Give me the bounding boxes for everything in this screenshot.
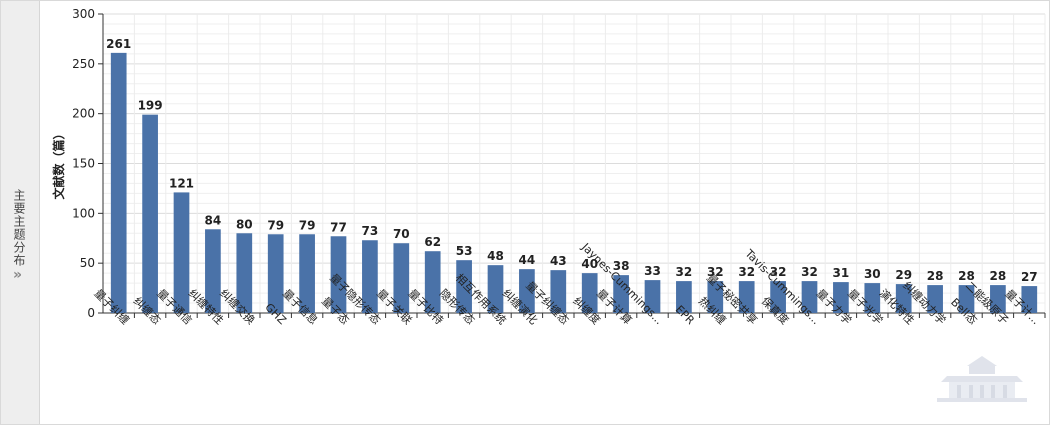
side-panel-toggle[interactable]: 主要主题分布 » [1, 1, 40, 424]
bar-value-label: 27 [1021, 270, 1038, 284]
bar[interactable] [456, 260, 472, 313]
bar[interactable] [801, 281, 818, 313]
bar[interactable] [424, 251, 441, 313]
y-axis-label: 文献数（篇） [51, 127, 66, 199]
bar-value-label: 32 [707, 265, 724, 279]
bar-value-label: 48 [487, 249, 504, 263]
bar-value-label: 32 [770, 265, 787, 279]
bar[interactable] [267, 234, 284, 313]
bar[interactable] [487, 265, 504, 313]
bar-value-label: 44 [519, 253, 536, 267]
bar[interactable] [927, 285, 943, 313]
chart-svg: 0 50 100 150 200 250 300 261 199 121 84 80 79 79 77 73… [51, 7, 1046, 328]
bar-value-label: 28 [958, 269, 975, 283]
value-labels: 261 199 121 84 80 79 79 77 73 70 62 53 48 44 43 40 38 33 3… [106, 37, 1037, 284]
bar-value-label: 30 [864, 267, 881, 281]
bar-value-label: 32 [801, 265, 818, 279]
bar[interactable] [142, 114, 158, 313]
bar[interactable] [958, 285, 975, 313]
bar[interactable] [738, 281, 755, 313]
side-panel-label: 主要主题分布 [12, 189, 26, 267]
bar-value-label: 38 [613, 259, 630, 273]
bar[interactable] [299, 234, 315, 313]
bar-value-label: 73 [362, 224, 379, 238]
bar[interactable] [770, 281, 786, 313]
y-tick-label: 300 [72, 7, 95, 21]
bar-value-label: 40 [581, 257, 598, 271]
bar-value-label: 32 [676, 265, 693, 279]
bar-value-label: 79 [267, 218, 284, 232]
bar[interactable] [990, 285, 1006, 313]
bar[interactable] [173, 192, 190, 313]
bar[interactable] [550, 270, 567, 313]
bar-value-label: 77 [330, 220, 347, 234]
bar[interactable] [393, 243, 410, 313]
grid-lines [102, 13, 1046, 313]
bar-value-label: 70 [393, 227, 410, 241]
double-chevron-right-icon[interactable]: » [13, 267, 23, 283]
bar-value-label: 84 [205, 213, 222, 227]
bar-value-label: 79 [299, 218, 316, 232]
bar-value-label: 121 [169, 176, 194, 190]
bar[interactable] [110, 52, 127, 314]
bar[interactable] [644, 280, 661, 313]
bar[interactable] [676, 281, 692, 313]
bar-value-label: 43 [550, 254, 567, 268]
bars [110, 52, 1038, 314]
bar[interactable] [581, 273, 598, 313]
bar[interactable] [895, 284, 912, 313]
bar[interactable] [707, 281, 724, 313]
bar-value-label: 80 [236, 217, 253, 231]
y-tick-label: 250 [72, 57, 95, 71]
bar-value-label: 53 [456, 244, 473, 258]
bar-value-label: 32 [738, 265, 755, 279]
y-tick-label: 100 [72, 206, 95, 220]
bar-value-label: 31 [833, 266, 850, 280]
bar-value-label: 28 [927, 269, 944, 283]
bar-chart: 0 50 100 150 200 250 300 261 199 121 84 80 79 79 77 73… [41, 1, 1049, 424]
y-tick-label: 150 [72, 157, 95, 171]
y-tick-label: 50 [80, 256, 95, 270]
bar-value-label: 261 [106, 37, 131, 51]
bar-value-label: 28 [990, 269, 1007, 283]
bar[interactable] [1021, 286, 1038, 313]
y-tick-label: 0 [87, 306, 95, 320]
bar-value-label: 62 [424, 235, 441, 249]
bar[interactable] [205, 229, 221, 313]
bar-value-label: 33 [644, 264, 661, 278]
bar[interactable] [362, 240, 378, 313]
bar[interactable] [833, 282, 849, 313]
bar[interactable] [236, 233, 253, 313]
bar[interactable] [613, 275, 629, 313]
y-tick-label: 200 [72, 107, 95, 121]
axes [98, 13, 1046, 318]
bar-value-label: 199 [138, 99, 163, 113]
x-tick-label: GHZ [262, 301, 289, 328]
building-watermark-icon [937, 356, 1027, 402]
bar-value-label: 29 [895, 268, 912, 282]
bar[interactable] [519, 269, 535, 313]
bar[interactable] [864, 283, 881, 313]
y-tick-labels: 0 50 100 150 200 250 300 [72, 7, 95, 320]
bar[interactable] [330, 236, 347, 313]
